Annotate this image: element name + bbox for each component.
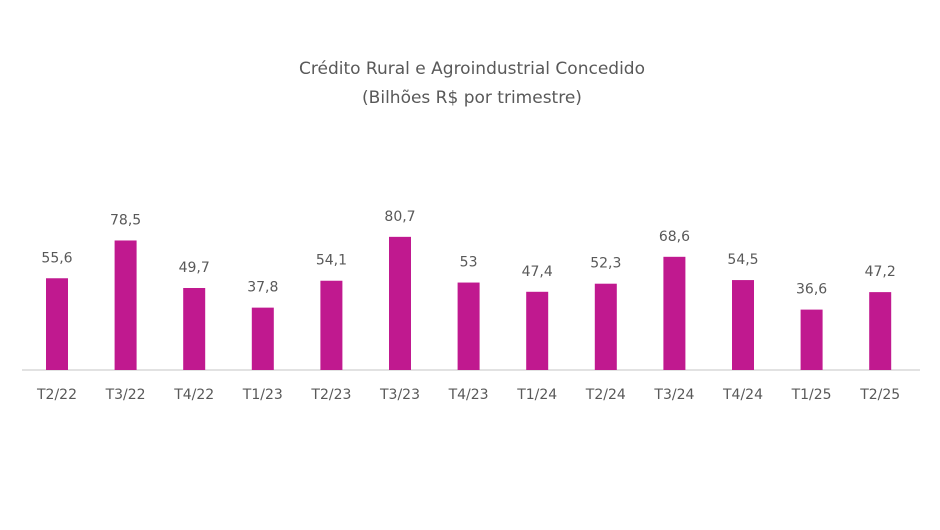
bar <box>251 307 274 370</box>
x-tick-label: T4/24 <box>722 387 763 403</box>
bar <box>594 283 617 370</box>
data-label: 68,6 <box>659 229 690 245</box>
bar <box>389 236 411 370</box>
x-tick-label: T2/22 <box>36 387 77 403</box>
data-label: 47,4 <box>522 264 553 280</box>
bar <box>732 280 754 370</box>
bar <box>526 291 549 370</box>
bar <box>457 282 480 370</box>
bar <box>46 278 68 370</box>
bar <box>183 287 206 370</box>
data-label: 78,5 <box>110 212 141 228</box>
x-tick-label: T1/24 <box>516 387 557 403</box>
data-label: 47,2 <box>865 264 896 280</box>
bar <box>869 292 892 370</box>
x-tick-label: T2/24 <box>585 387 626 403</box>
data-label: 37,8 <box>247 280 278 296</box>
x-tick-label: T4/23 <box>448 387 489 403</box>
chart-title: Crédito Rural e Agroindustrial Concedido <box>299 59 645 79</box>
bar <box>663 256 686 370</box>
data-label: 36,6 <box>796 282 827 298</box>
bar <box>800 309 823 370</box>
x-tick-label: T3/23 <box>379 387 420 403</box>
bar <box>320 280 343 370</box>
data-label: 55,6 <box>41 250 72 266</box>
data-label: 54,1 <box>316 253 347 269</box>
x-tick-label: T3/22 <box>105 387 146 403</box>
chart-subtitle: (Bilhões R$ por trimestre) <box>362 88 582 108</box>
x-tick-label: T3/24 <box>653 387 694 403</box>
x-tick-label: T1/23 <box>242 387 283 403</box>
data-label: 52,3 <box>590 256 621 272</box>
x-tick-label: T2/23 <box>310 387 351 403</box>
x-tick-label: T2/25 <box>859 387 900 403</box>
x-tick-label: T4/22 <box>173 387 214 403</box>
data-label: 80,7 <box>384 209 415 225</box>
data-label: 49,7 <box>179 260 210 276</box>
x-tick-label: T1/25 <box>791 387 832 403</box>
data-label: 53 <box>460 255 478 271</box>
data-label: 54,5 <box>727 252 758 268</box>
bar <box>114 240 137 370</box>
